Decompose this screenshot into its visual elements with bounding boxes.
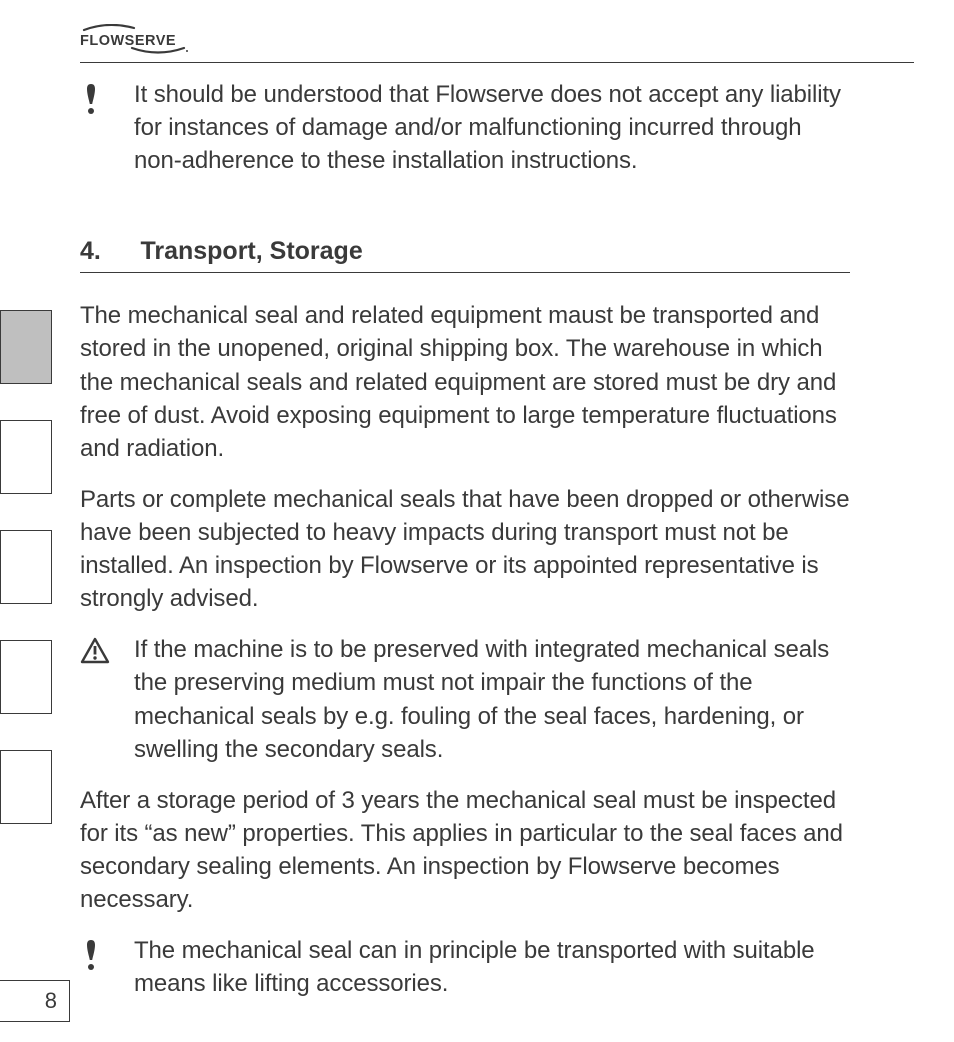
attention-note: The mechanical seal can in principle be … [80,934,850,1000]
language-tab[interactable] [0,420,52,494]
brand-logo: FLOWSERVE [80,24,190,61]
language-tab[interactable] [0,310,52,384]
body-paragraph: Parts or complete mechanical seals that … [80,483,850,615]
section-number: 4. [80,237,136,266]
body-paragraph: The mechanical seal and related equipmen… [80,299,850,465]
attention-icon [80,934,134,1000]
header-rule [80,62,914,63]
warning-note: If the machine is to be preserved with i… [80,633,850,765]
warning-icon [80,633,134,765]
body-paragraph: After a storage period of 3 years the me… [80,784,850,916]
brand-text: FLOWSERVE [80,33,176,49]
page-number: 8 [0,980,70,1022]
note-text: It should be understood that Flowserve d… [134,78,850,177]
language-tab[interactable] [0,640,52,714]
page-number-value: 8 [45,988,57,1014]
section-heading: 4. Transport, Storage [80,237,850,266]
language-tab[interactable] [0,530,52,604]
attention-icon [80,78,134,177]
flowserve-logo-icon: FLOWSERVE [80,24,190,56]
section-title: Transport, Storage [140,237,362,265]
warning-text: If the machine is to be preserved with i… [134,633,850,765]
document-page: FLOWSERVE It should be understood that F… [0,0,954,1042]
section-rule [80,272,850,273]
language-tab[interactable] [0,750,52,824]
note-text: The mechanical seal can in principle be … [134,934,850,1000]
attention-note: It should be understood that Flowserve d… [80,78,850,177]
page-content: It should be understood that Flowserve d… [80,78,850,1018]
